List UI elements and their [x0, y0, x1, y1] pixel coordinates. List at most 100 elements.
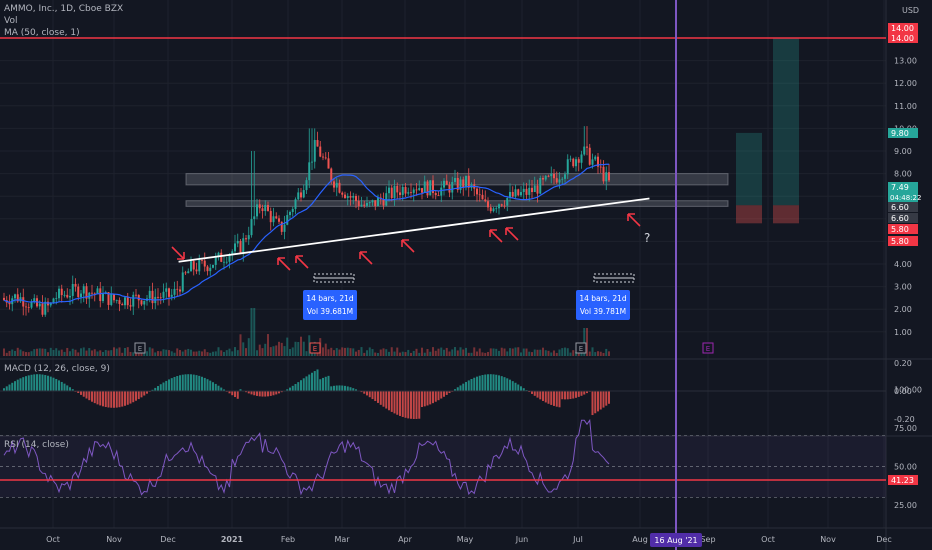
candle: [605, 172, 608, 182]
volume-bar: [429, 351, 432, 356]
macd-bar: [203, 377, 206, 391]
macd-bar: [85, 391, 88, 399]
macd-bar: [58, 380, 60, 391]
volume-bar: [443, 349, 445, 356]
macd-bar: [487, 374, 489, 391]
volume-bar: [280, 342, 283, 356]
macd-bar: [478, 375, 481, 391]
macd-bar: [308, 374, 311, 391]
macd-bar: [294, 384, 297, 391]
target-zone: [773, 38, 799, 206]
macd-bar: [187, 374, 190, 391]
candle: [404, 186, 407, 194]
x-tick-label: Nov: [820, 535, 836, 544]
volume-bar: [184, 349, 187, 356]
volume-bar: [564, 347, 566, 356]
candle: [63, 294, 66, 296]
rsi-badge-label: 41.23: [891, 476, 914, 485]
macd-bar: [173, 376, 176, 391]
macd-bar: [305, 376, 308, 391]
arrow-annotation: [401, 239, 415, 253]
candle: [399, 192, 401, 195]
candle: [294, 199, 297, 209]
macd-bar: [522, 388, 525, 391]
candle: [363, 204, 366, 206]
earnings-marker: [309, 342, 321, 354]
candle: [528, 187, 531, 195]
macd-bar: [401, 391, 404, 417]
price-badge-label: 5.80: [891, 225, 909, 234]
candle: [74, 283, 77, 287]
candle: [487, 201, 489, 208]
volume-bar: [544, 350, 547, 356]
macd-bar: [214, 383, 217, 391]
macd-bar: [421, 391, 423, 408]
macd-bar: [195, 375, 198, 391]
rsi-badge: [888, 475, 918, 486]
volume-bar: [465, 347, 467, 356]
volume-bar: [253, 308, 256, 356]
macd-bar: [335, 385, 338, 391]
macd-bar: [104, 391, 107, 408]
price-badge-label: 6.60: [891, 203, 909, 212]
volume-bar: [597, 351, 599, 356]
x-tick-label: Nov: [106, 535, 122, 544]
ma-legend[interactable]: MA (50, close, 1): [4, 28, 80, 38]
candle: [231, 251, 234, 256]
macd-bar: [91, 391, 93, 402]
macd-bar: [564, 391, 566, 400]
macd-bar: [264, 391, 267, 397]
volume-bar: [418, 352, 421, 356]
candle: [583, 146, 586, 155]
macd-bar: [586, 391, 588, 394]
macd-bar: [82, 391, 85, 397]
candle: [110, 294, 113, 305]
volume-bar: [410, 352, 412, 356]
volume-bar: [349, 348, 352, 356]
volume-bar: [385, 349, 388, 356]
candle: [569, 158, 572, 160]
candle: [344, 194, 346, 198]
measure-text: 14 bars, 21d: [579, 294, 627, 303]
volume-bar: [242, 342, 245, 356]
volume-legend[interactable]: Vol: [4, 16, 18, 26]
volume-bar: [63, 351, 66, 356]
candle: [412, 189, 415, 193]
volume-bar: [520, 352, 522, 356]
volume-bar: [115, 348, 118, 356]
macd-tick-label: -0.20: [894, 415, 915, 424]
price-badge-sub: 04:48:22: [890, 194, 921, 202]
volume-bar: [388, 351, 390, 356]
volume-bar: [283, 346, 286, 356]
volume-bar: [462, 349, 465, 356]
candle: [308, 162, 311, 181]
candle: [572, 158, 575, 167]
volume-bar: [514, 347, 517, 356]
volume-bar: [16, 347, 19, 356]
volume-bar: [511, 348, 514, 356]
volume-bar: [352, 348, 355, 356]
rsi-legend[interactable]: RSI (14, close): [4, 440, 69, 450]
macd-bar: [176, 376, 179, 391]
candle: [459, 179, 462, 190]
macd-bar: [462, 383, 465, 391]
macd-legend[interactable]: MACD (12, 26, close, 9): [4, 364, 110, 374]
macd-bar: [146, 391, 148, 394]
volume-bar: [261, 348, 264, 356]
macd-bar: [302, 378, 305, 391]
candle: [426, 181, 429, 196]
volume-bar: [198, 350, 201, 356]
volume-bar: [245, 348, 247, 356]
symbol-legend[interactable]: AMMO, Inc., 1D, Cboe BZX: [4, 4, 124, 14]
candle: [30, 301, 33, 308]
price-badge-label: 14.00: [891, 24, 914, 33]
volume-bar: [71, 348, 74, 356]
macd-bar: [528, 391, 531, 393]
volume-bar: [22, 351, 25, 356]
macd-bar: [572, 391, 575, 399]
candle: [393, 185, 396, 198]
candle: [280, 221, 283, 232]
measure-text: Vol 39.781M: [580, 307, 626, 316]
candle: [38, 303, 41, 307]
